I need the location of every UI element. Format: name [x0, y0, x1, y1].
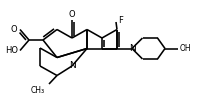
Text: HO: HO	[5, 46, 18, 55]
Text: N: N	[129, 44, 135, 53]
Text: O: O	[69, 10, 75, 19]
Text: O: O	[10, 25, 17, 34]
Text: CH₃: CH₃	[31, 86, 45, 95]
Text: N: N	[69, 61, 75, 70]
Text: OH: OH	[180, 44, 192, 53]
Text: F: F	[118, 15, 123, 25]
